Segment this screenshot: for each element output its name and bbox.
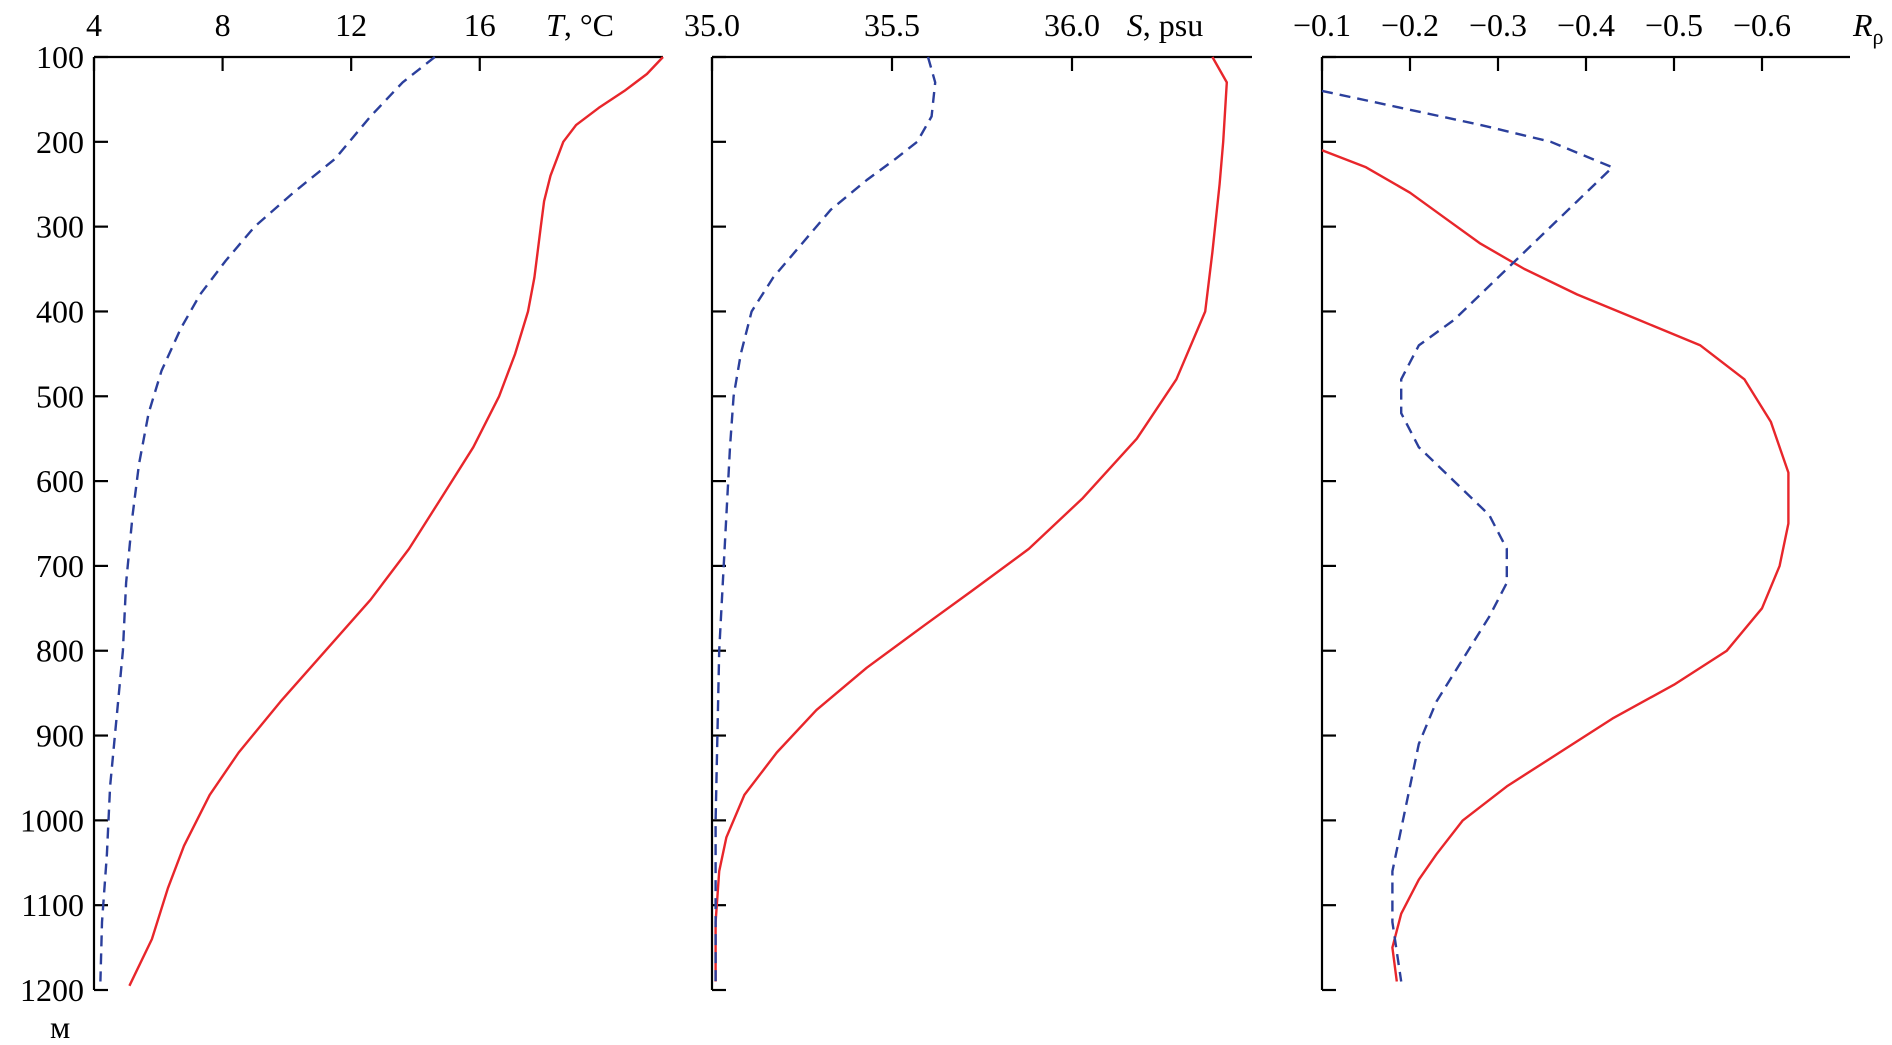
temperature-xtick-label: 12 [335,7,367,43]
depth-tick-label: 1200 [20,972,84,1008]
depth-tick-label: 400 [36,293,84,329]
density-ratio-xtick-label: −0.5 [1645,7,1703,43]
salinity-unit: , psu [1143,7,1203,43]
depth-axis: 100200300400500600700800900100011001200 … [20,39,108,1045]
salinity-yticks [712,55,726,992]
depth-tick-label: 600 [36,463,84,499]
salinity-axis-title: S, psu [1127,7,1203,43]
temperature-xtick-label: 16 [464,7,496,43]
density-ratio-sub: ρ [1873,24,1884,49]
density-ratio-xtick-label: −0.6 [1733,7,1791,43]
temperature-xtick-label: 4 [86,7,102,43]
salinity-panel: 35.0 35.5 36.0 S, psu [684,7,1252,992]
density-ratio-xtick-label: −0.3 [1469,7,1527,43]
depth-tick-label: 200 [36,124,84,160]
density-ratio-series [1321,89,1790,982]
density-ratio-xticks: −0.1 −0.2 −0.3 −0.4 −0.5 −0.6 [1293,7,1791,71]
density-ratio-xtick-label: −0.2 [1381,7,1439,43]
temperature-xticks: 4 8 12 16 [86,7,496,71]
salinity-var: S [1127,7,1143,43]
depth-tick-label: 800 [36,633,84,669]
temperature-xtick-label: 8 [215,7,231,43]
temperature-unit: , °C [564,7,614,43]
density-ratio-yticks [1322,55,1336,992]
salinity-xtick-label: 35.5 [864,7,920,43]
salinity-xtick-label: 36.0 [1044,7,1100,43]
temperature-series [99,56,664,987]
depth-tick-label: 300 [36,209,84,245]
depth-ticks: 100 200 300 400 500 600 700 800 900 1000 1100 1200 [20,39,108,1008]
temperature-red-solid-line [128,56,664,987]
depth-tick-label: 900 [36,718,84,754]
depth-unit-label: м [50,1009,70,1045]
temperature-blue-dashed-line [99,56,436,982]
density-ratio-panel: −0.1 −0.2 −0.3 −0.4 −0.5 −0.6 Rρ [1293,7,1884,992]
depth-tick-label: 700 [36,548,84,584]
temperature-panel: 4 8 12 16 T, °C [86,7,664,987]
density-ratio-var: R [1852,7,1873,43]
salinity-xticks: 35.0 35.5 36.0 [684,7,1100,71]
depth-tick-label: 1000 [20,802,84,838]
density-ratio-blue-dashed-line [1321,89,1614,982]
density-ratio-red-solid-line [1321,149,1790,982]
salinity-series [714,56,1229,982]
density-ratio-xtick-label: −0.4 [1557,7,1615,43]
salinity-blue-dashed-line [714,56,937,982]
density-ratio-xtick-label: −0.1 [1293,7,1351,43]
density-ratio-axis-title: Rρ [1852,7,1884,49]
temperature-axis-title: T, °C [546,7,614,43]
depth-tick-label: 500 [36,378,84,414]
salinity-xtick-label: 35.0 [684,7,740,43]
salinity-red-solid-line [714,56,1229,982]
temperature-var: T [546,7,566,43]
depth-tick-label: 1100 [21,887,84,923]
depth-tick-label: 100 [36,39,84,75]
